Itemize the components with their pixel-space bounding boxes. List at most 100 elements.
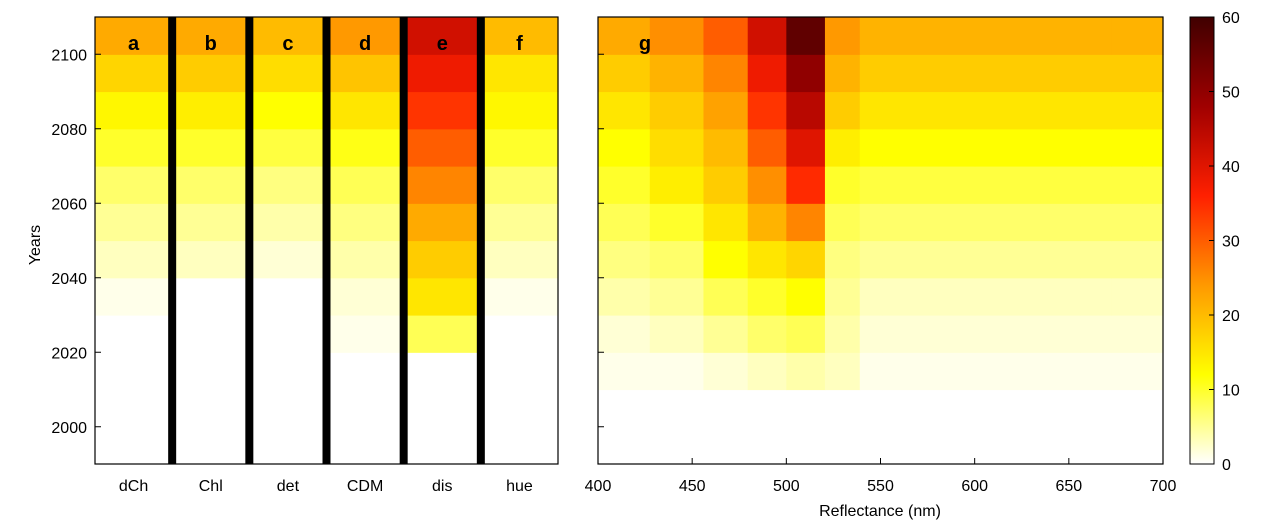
heatmap-cell bbox=[480, 389, 559, 428]
heatmap-cell bbox=[1080, 91, 1112, 130]
heatmap-cell bbox=[403, 17, 482, 55]
panel-letter: f bbox=[516, 33, 523, 55]
heatmap-cell bbox=[95, 128, 173, 167]
heatmap-cell bbox=[747, 389, 787, 428]
heatmap-cell bbox=[249, 315, 328, 353]
colorbar-tick-label: 0 bbox=[1222, 457, 1231, 474]
heatmap-cell bbox=[747, 352, 787, 391]
heatmap-cell bbox=[249, 352, 328, 391]
heatmap-cell bbox=[598, 203, 651, 242]
heatmap-cell bbox=[703, 17, 749, 55]
heatmap-cell bbox=[403, 54, 482, 93]
heatmap-cell bbox=[1142, 389, 1164, 428]
heatmap-cell bbox=[747, 17, 787, 55]
heatmap-cell bbox=[1142, 277, 1164, 316]
heatmap-cell bbox=[703, 315, 749, 353]
x-tick-label: det bbox=[277, 478, 300, 495]
y-tick-label: 2100 bbox=[51, 47, 87, 64]
heatmap-cell bbox=[598, 166, 651, 204]
colorbar-tick-label: 60 bbox=[1222, 10, 1240, 27]
heatmap-cell bbox=[703, 389, 749, 428]
heatmap-cell bbox=[172, 91, 250, 130]
column-separator bbox=[322, 17, 331, 464]
colorbar-tick-label: 20 bbox=[1222, 308, 1240, 325]
heatmap-cell bbox=[1111, 91, 1143, 130]
heatmap-cell bbox=[249, 240, 328, 279]
heatmap-cell bbox=[747, 277, 787, 316]
heatmap-cell bbox=[882, 128, 976, 167]
heatmap-cell bbox=[824, 315, 861, 353]
heatmap-cell bbox=[249, 277, 328, 316]
heatmap-cell bbox=[974, 91, 1081, 130]
heatmap-cell bbox=[480, 315, 559, 353]
colorbar-tick-label: 10 bbox=[1222, 383, 1240, 400]
heatmap-cell bbox=[172, 277, 250, 316]
heatmap-cell bbox=[859, 315, 883, 353]
heatmap-cell bbox=[95, 389, 173, 428]
heatmap-cell bbox=[1111, 240, 1143, 279]
heatmap-cell bbox=[249, 389, 328, 428]
heatmap-cell bbox=[403, 240, 482, 279]
heatmap-cell bbox=[649, 352, 705, 391]
heatmap-cell bbox=[326, 54, 405, 93]
heatmap-cell bbox=[1080, 54, 1112, 93]
heatmap-cell bbox=[649, 166, 705, 204]
heatmap-cell bbox=[95, 54, 173, 93]
x-tick-label: 650 bbox=[1055, 478, 1082, 495]
heatmap-cell bbox=[403, 389, 482, 428]
heatmap-cell bbox=[974, 426, 1081, 465]
heatmap-cell bbox=[1111, 352, 1143, 391]
heatmap-cell bbox=[1080, 389, 1112, 428]
g-heatmap-cells bbox=[598, 17, 1164, 465]
heatmap-cell bbox=[1142, 315, 1164, 353]
heatmap-cell bbox=[703, 352, 749, 391]
heatmap-cell bbox=[859, 277, 883, 316]
heatmap-cell bbox=[703, 54, 749, 93]
heatmap-cell bbox=[649, 91, 705, 130]
heatmap-cell bbox=[480, 426, 559, 465]
panel-letter: e bbox=[437, 33, 448, 55]
heatmap-cell bbox=[480, 352, 559, 391]
heatmap-cell bbox=[859, 203, 883, 242]
heatmap-cell bbox=[598, 352, 651, 391]
heatmap-cell bbox=[824, 54, 861, 93]
heatmap-cell bbox=[249, 128, 328, 167]
heatmap-cell bbox=[172, 54, 250, 93]
heatmap-cell bbox=[1142, 17, 1164, 55]
heatmap-cell bbox=[598, 277, 651, 316]
heatmap-cell bbox=[786, 91, 826, 130]
heatmap-cell bbox=[859, 91, 883, 130]
heatmap-cell bbox=[649, 54, 705, 93]
heatmap-cell bbox=[480, 91, 559, 130]
x-tick-label: 500 bbox=[773, 478, 800, 495]
heatmap-cell bbox=[859, 426, 883, 465]
heatmap-cell bbox=[859, 166, 883, 204]
heatmap-cell bbox=[786, 203, 826, 242]
heatmap-cell bbox=[974, 240, 1081, 279]
panel-letter-g: g bbox=[639, 33, 651, 55]
heatmap-cell bbox=[859, 17, 883, 55]
panel-letter: a bbox=[128, 33, 140, 55]
heatmap-cell bbox=[95, 352, 173, 391]
heatmap-cell bbox=[649, 426, 705, 465]
heatmap-cell bbox=[649, 240, 705, 279]
heatmap-cell bbox=[859, 128, 883, 167]
heatmap-cell bbox=[882, 389, 976, 428]
heatmap-cell bbox=[326, 128, 405, 167]
heatmap-cell bbox=[649, 389, 705, 428]
heatmap-cell bbox=[859, 54, 883, 93]
panel-letter: b bbox=[205, 33, 217, 55]
x-tick-label: dCh bbox=[119, 478, 148, 495]
heatmap-cell bbox=[1142, 203, 1164, 242]
heatmap-cell bbox=[1142, 91, 1164, 130]
heatmap-cell bbox=[824, 240, 861, 279]
heatmap-cell bbox=[95, 315, 173, 353]
heatmap-cell bbox=[747, 54, 787, 93]
heatmap-cell bbox=[598, 240, 651, 279]
heatmap-cell bbox=[249, 54, 328, 93]
heatmap-cell bbox=[649, 277, 705, 316]
heatmap-cell bbox=[1142, 166, 1164, 204]
heatmap-cell bbox=[882, 91, 976, 130]
heatmap-cell bbox=[172, 352, 250, 391]
